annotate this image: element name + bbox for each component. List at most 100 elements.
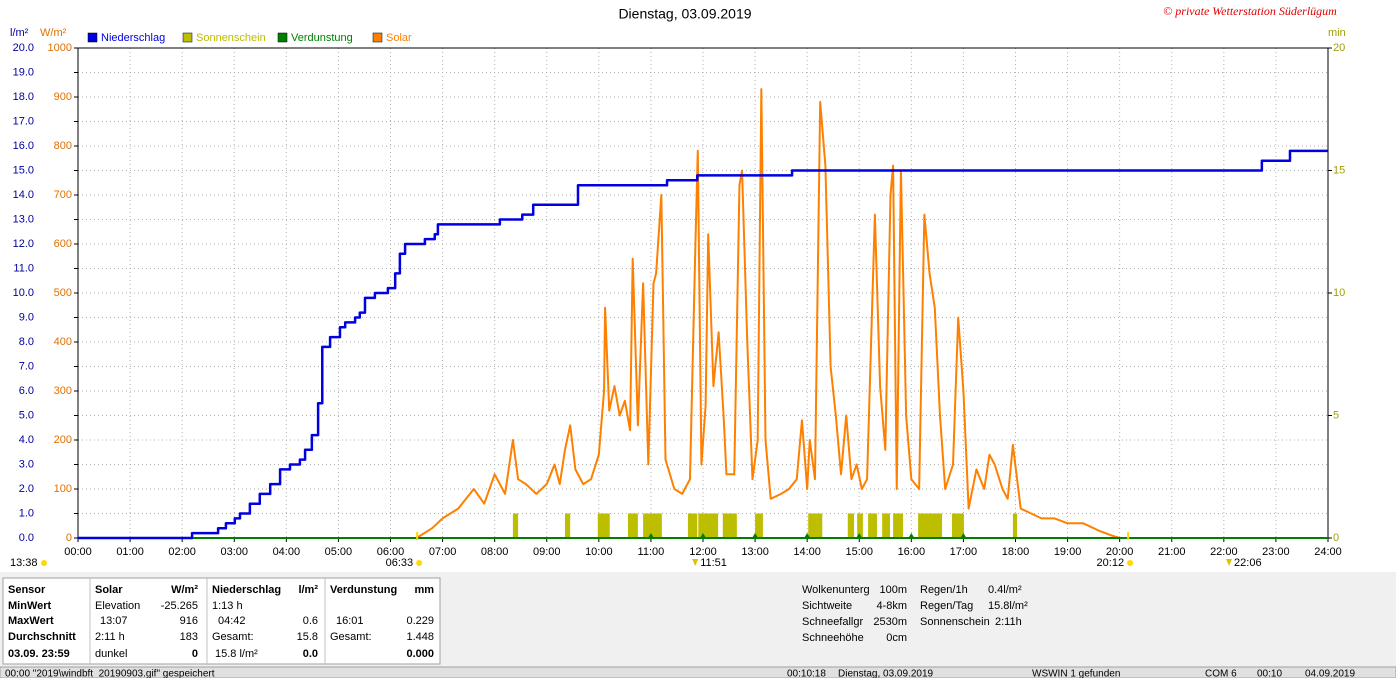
y-tick-label: 19.0 — [13, 66, 34, 78]
sunshine-bar — [512, 513, 519, 538]
panel-cell: 0.0 — [303, 648, 318, 660]
panel-cell: 0.6 — [303, 615, 318, 627]
sunshine-bar — [643, 513, 662, 538]
panel-cell: -25.265 — [161, 600, 198, 612]
y-tick-label: 6.0 — [19, 385, 34, 397]
x-tick-label: 22:00 — [1210, 546, 1238, 558]
y-tick-label: 20.0 — [13, 42, 34, 54]
x-tick-label: 21:00 — [1158, 546, 1186, 558]
y3-tick-label: 700 — [54, 189, 72, 201]
annotation-label: 06:33 — [386, 557, 414, 569]
y2-tick-label: 10 — [1333, 287, 1345, 299]
sunshine-bar — [755, 513, 763, 538]
legend-swatch — [277, 32, 288, 43]
legend-label: Niederschlag — [101, 32, 165, 44]
panel-label: MaxWert — [8, 615, 54, 627]
y-tick-label: 12.0 — [13, 238, 34, 250]
x-tick-label: 13:00 — [741, 546, 769, 558]
legend-label: Solar — [386, 32, 412, 44]
panel-cell: 16:01 — [336, 615, 364, 627]
annotation-label: 22:06 — [1234, 557, 1262, 569]
x-tick-label: 07:00 — [429, 546, 457, 558]
y-tick-label: 14.0 — [13, 189, 34, 201]
sunshine-bar — [698, 513, 719, 538]
panel-cell: 2:11 h — [95, 631, 125, 643]
y-tick-label: 15.0 — [13, 164, 34, 176]
x-tick-label: 08:00 — [481, 546, 509, 558]
panel-cell: Gesamt: — [330, 631, 372, 643]
panel-label: 03.09. 23:59 — [8, 648, 70, 660]
sunshine-bar — [951, 513, 964, 538]
y-axis-label: l/m² — [10, 27, 29, 39]
panel-header: Niederschlag — [212, 584, 281, 596]
legend-swatch — [182, 32, 193, 43]
x-tick-label: 06:00 — [377, 546, 405, 558]
status-text: Dienstag, 03.09.2019 — [838, 669, 934, 678]
status-bar — [0, 666, 1396, 678]
series-marker — [804, 533, 811, 538]
panel-cell: 0.229 — [406, 615, 434, 627]
x-tick-label: 05:00 — [325, 546, 353, 558]
legend-label: Sonnenschein — [196, 32, 266, 44]
weather-value: 4-8km — [876, 600, 907, 612]
x-tick-label: 15:00 — [845, 546, 873, 558]
x-tick-label: 11:00 — [638, 546, 665, 558]
panel-cell: 15.8 l/m² — [215, 648, 258, 660]
y3-tick-label: 300 — [54, 385, 72, 397]
y-tick-label: 4.0 — [19, 434, 34, 446]
sunshine-bar — [847, 513, 855, 538]
y3-tick-label: 100 — [54, 483, 72, 495]
y2-tick-label: 20 — [1333, 42, 1345, 54]
sunshine-bar — [564, 513, 571, 538]
panel-cell: 15.8 — [297, 631, 318, 643]
series-marker — [960, 533, 967, 538]
weather-value: 0cm — [886, 632, 907, 644]
y3-tick-label: 900 — [54, 91, 72, 103]
x-tick-label: 24:00 — [1314, 546, 1342, 558]
sunshine-bar — [597, 513, 610, 538]
y2-tick-label: 0 — [1333, 532, 1339, 544]
x-tick-label: 20:00 — [1106, 546, 1134, 558]
sun-dot — [41, 560, 47, 566]
annotation-marker — [416, 560, 423, 566]
series-marker — [752, 533, 759, 538]
status-text: WSWIN 1 gefunden — [1032, 669, 1120, 678]
credit: © private Wetterstation Süderlügum — [1163, 4, 1337, 18]
y3-tick-label: 800 — [54, 140, 72, 152]
panel-cell: 0.000 — [406, 648, 434, 660]
series-marker — [856, 533, 863, 538]
y-tick-label: 9.0 — [19, 311, 34, 323]
sunshine-bar — [1012, 513, 1018, 538]
annotation-marker — [1226, 559, 1233, 566]
panel-label: Durchschnitt — [8, 631, 76, 643]
rain-label: Sonnenschein — [920, 616, 990, 628]
panel-cell: Gesamt: — [212, 631, 254, 643]
sunshine-bar — [722, 513, 737, 538]
panel-cell: 13:07 — [100, 615, 128, 627]
series-marker — [700, 533, 706, 538]
x-tick-label: 10:00 — [585, 546, 613, 558]
day-length: 13:38 — [10, 557, 38, 569]
y-tick-label: 16.0 — [13, 140, 34, 152]
status-text: 00:10:18 — [787, 669, 826, 678]
x-tick-label: 02:00 — [168, 546, 196, 558]
weather-label: Sichtweite — [802, 600, 852, 612]
y3-tick-label: 500 — [54, 287, 72, 299]
x-tick-label: 01:00 — [116, 546, 144, 558]
weather-value: 100m — [879, 584, 907, 596]
x-tick-label: 00:00 — [64, 546, 92, 558]
y3-tick-label: 200 — [54, 434, 72, 446]
status-text: COM 6 — [1205, 669, 1237, 678]
panel-cell: 183 — [180, 631, 198, 643]
weather-label: Schneehöhe — [802, 632, 864, 644]
panel-cell: Elevation — [95, 600, 140, 612]
status-text: 00:10 — [1257, 669, 1282, 678]
rain-value: 15.8l/m² — [988, 600, 1028, 612]
y3-axis-label: W/m² — [40, 27, 67, 39]
panel-header: Solar — [95, 584, 123, 596]
panel-label: Sensor — [8, 584, 46, 596]
legend-swatch — [87, 32, 98, 43]
rain-value: 0.4l/m² — [988, 584, 1022, 596]
x-tick-label: 14:00 — [793, 546, 821, 558]
